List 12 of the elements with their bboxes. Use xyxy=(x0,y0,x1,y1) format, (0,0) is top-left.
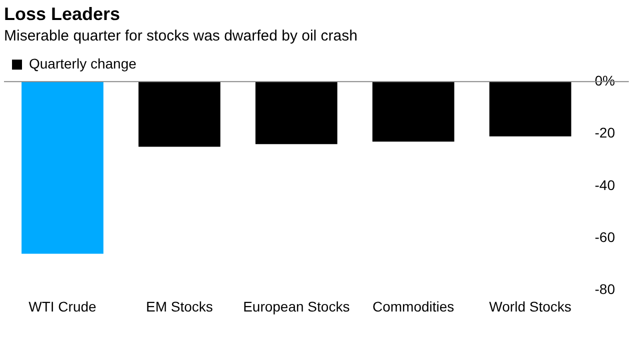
y-tick-label: -80 xyxy=(594,281,616,298)
y-tick-label: -40 xyxy=(594,176,616,193)
x-tick-label: EM Stocks xyxy=(146,298,213,314)
chart-title: Loss Leaders xyxy=(4,4,120,24)
x-tick-label: WTI Crude xyxy=(28,298,97,314)
y-tick-label: -60 xyxy=(594,228,616,245)
y-tick-label: -20 xyxy=(594,124,616,141)
x-tick-label: Commodities xyxy=(372,298,454,314)
x-tick-label: World Stocks xyxy=(489,298,572,314)
legend-label: Quarterly change xyxy=(29,55,137,72)
chart-subtitle: Miserable quarter for stocks was dwarfed by oil crash xyxy=(4,28,358,45)
x-tick-label: European Stocks xyxy=(243,298,350,314)
